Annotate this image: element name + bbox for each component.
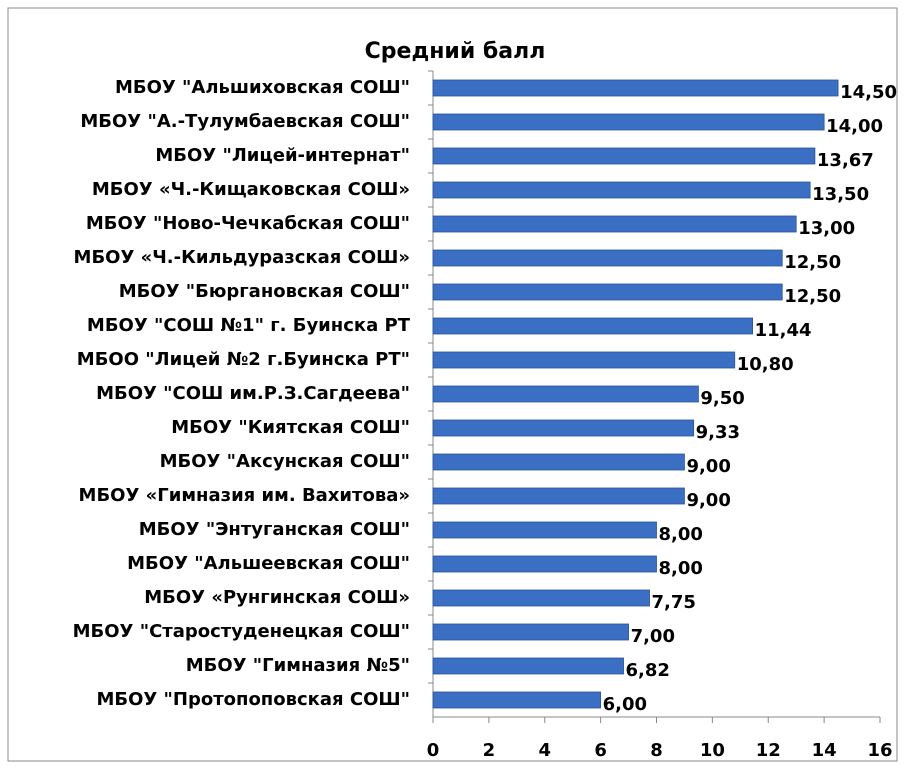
x-tick-label: 4 (538, 740, 551, 761)
value-label: 7,75 (652, 592, 696, 613)
value-label: 9,33 (696, 422, 740, 443)
value-label: 14,00 (826, 116, 883, 137)
bar (432, 181, 811, 199)
value-label: 6,82 (626, 660, 670, 681)
x-tick-label: 8 (650, 740, 663, 761)
bar (432, 317, 754, 335)
value-label: 8,00 (659, 558, 703, 579)
y-tick-label: МБОУ «Гимназия им. Вахитова» (79, 485, 410, 506)
value-label: 12,50 (784, 286, 841, 307)
y-tick-label: МБОУ "Лицей-интернат" (155, 145, 410, 166)
y-tick-label: МБОУ «Ч.-Кищаковская СОШ» (92, 179, 410, 200)
x-tick-label: 2 (483, 740, 496, 761)
value-label: 6,00 (603, 694, 647, 715)
y-tick-label: МБОУ "Ново-Чечкабская СОШ" (86, 213, 410, 234)
y-tick-label: МБОУ "Старостуденецкая СОШ" (73, 621, 410, 642)
y-tick-label: МБОУ "Энтуганская СОШ" (139, 519, 410, 540)
value-label: 12,50 (784, 252, 841, 273)
y-tick-label: МБОУ «Ч.-Кильдуразская СОШ» (74, 247, 410, 268)
bar (432, 351, 736, 369)
bar (432, 691, 602, 709)
x-tick-label: 14 (812, 740, 837, 761)
bar (432, 623, 629, 641)
y-tick-label: МБОУ «Рунгинская СОШ» (144, 587, 410, 608)
bar (432, 453, 685, 471)
x-tick-label: 6 (594, 740, 607, 761)
bar (432, 419, 695, 437)
value-label: 9,50 (700, 388, 744, 409)
x-tick-label: 12 (756, 740, 781, 761)
bar (432, 487, 685, 505)
value-label: 9,00 (686, 490, 730, 511)
x-tick-label: 10 (700, 740, 725, 761)
y-tick-label: МБОУ "А.-Тулумбаевская СОШ" (80, 111, 410, 132)
x-tick-label: 0 (427, 740, 440, 761)
bar (432, 215, 797, 233)
y-tick-label: МБОУ "Альшиховская СОШ" (115, 77, 410, 98)
value-label: 13,67 (817, 150, 874, 171)
y-tick-label: МБОУ "СОШ №1" г. Буинска РТ (87, 315, 411, 336)
x-tick-label: 16 (867, 740, 892, 761)
y-tick-label: МБОУ "Киятская СОШ" (171, 417, 410, 438)
bar (432, 79, 839, 97)
value-label: 13,00 (798, 218, 855, 239)
value-label: 9,00 (686, 456, 730, 477)
bar (432, 283, 783, 301)
y-tick-label: МБОО "Лицей №2 г.Буинска РТ" (77, 349, 410, 370)
bar (432, 589, 650, 607)
bar (432, 385, 699, 403)
y-tick-label: МБОУ "Бюргановская СОШ" (119, 281, 410, 302)
bar (432, 657, 624, 675)
chart-title: Средний балл (365, 39, 546, 64)
value-label: 13,50 (812, 184, 869, 205)
y-tick-label: МБОУ "Протопоповская СОШ" (96, 689, 410, 710)
bar (432, 113, 825, 131)
bar (432, 521, 657, 539)
value-label: 8,00 (659, 524, 703, 545)
y-tick-label: МБОУ "Гимназия №5" (186, 655, 410, 676)
value-label: 11,44 (755, 320, 812, 341)
y-tick-label: МБОУ "Альшеевская СОШ" (127, 553, 410, 574)
bar (432, 555, 657, 573)
y-tick-label: МБОУ "Аксунская СОШ" (160, 451, 410, 472)
y-tick-label: МБОУ "СОШ им.Р.З.Сагдеева" (96, 383, 410, 404)
value-label: 14,50 (840, 82, 897, 103)
value-label: 7,00 (631, 626, 675, 647)
value-label: 10,80 (737, 354, 794, 375)
bar (432, 147, 816, 165)
bar (432, 249, 783, 267)
